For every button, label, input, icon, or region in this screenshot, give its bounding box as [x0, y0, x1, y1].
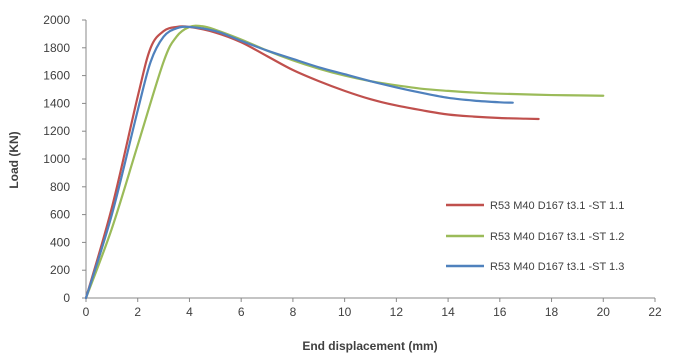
x-tick-label: 8: [290, 305, 297, 319]
x-tick-label: 14: [441, 305, 455, 319]
series-line-3: [84, 25, 514, 300]
y-axis-title: Load (KN): [7, 131, 21, 188]
x-tick-label: 10: [338, 305, 352, 319]
legend-label: R53 M40 D167 t3.1 -ST 1.3: [490, 261, 624, 273]
x-tick-label: 20: [597, 305, 611, 319]
y-tick-label: 600: [50, 208, 70, 222]
tick-labels: 0 2 4 6 8 10 12 14 16 18 20 22 0 200 400 600 800 1000 1200…: [43, 13, 662, 319]
axes: [82, 19, 656, 302]
y-tick-label: 200: [50, 263, 70, 277]
x-tick-label: 2: [134, 305, 141, 319]
x-axis-title: End displacement (mm): [302, 339, 437, 353]
y-tick-label: 0: [63, 291, 70, 305]
x-tick-label: 0: [83, 305, 90, 319]
y-tick-label: 1200: [43, 124, 70, 138]
legend-label: R53 M40 D167 t3.1 -ST 1.1: [490, 200, 624, 212]
legend-label: R53 M40 D167 t3.1 -ST 1.2: [490, 231, 624, 243]
series-line-1: [84, 25, 540, 300]
x-tick-label: 4: [186, 305, 193, 319]
x-tick-label: 18: [545, 305, 559, 319]
series-lines: [84, 24, 605, 300]
legend: R53 M40 D167 t3.1 -ST 1.1 R53 M40 D167 t3…: [446, 200, 624, 273]
y-tick-label: 1000: [43, 152, 70, 166]
y-tick-label: 400: [50, 235, 70, 249]
x-tick-label: 6: [238, 305, 245, 319]
y-tick-label: 800: [50, 180, 70, 194]
x-tick-label: 12: [390, 305, 404, 319]
x-tick-label: 22: [648, 305, 662, 319]
y-tick-label: 1800: [43, 41, 70, 55]
y-tick-label: 1600: [43, 69, 70, 83]
x-tick-label: 16: [493, 305, 507, 319]
y-tick-label: 1400: [43, 96, 70, 110]
y-tick-label: 2000: [43, 13, 70, 27]
series-line-2: [84, 24, 605, 300]
